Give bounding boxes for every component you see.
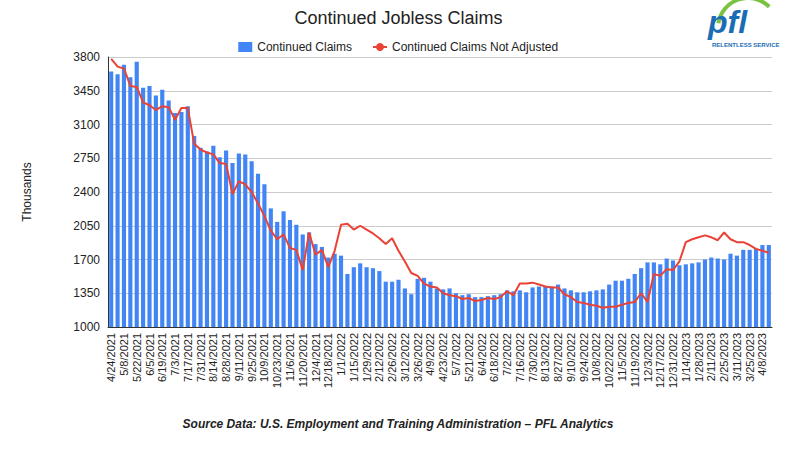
svg-text:1/15/2022: 1/15/2022 bbox=[348, 333, 360, 382]
svg-text:2/26/2022: 2/26/2022 bbox=[386, 333, 398, 382]
svg-text:9/25/2021: 9/25/2021 bbox=[246, 333, 258, 382]
svg-text:3100: 3100 bbox=[73, 118, 100, 132]
svg-text:1/29/2022: 1/29/2022 bbox=[361, 333, 373, 382]
svg-text:8/13/2022: 8/13/2022 bbox=[539, 333, 551, 382]
svg-text:1/28/2023: 1/28/2023 bbox=[693, 333, 705, 382]
svg-text:8/28/2021: 8/28/2021 bbox=[220, 333, 232, 382]
svg-text:8/14/2021: 8/14/2021 bbox=[207, 333, 219, 382]
svg-text:9/11/2021: 9/11/2021 bbox=[233, 333, 245, 381]
svg-text:3/11/2023: 3/11/2023 bbox=[731, 333, 743, 381]
svg-text:pfl: pfl bbox=[707, 4, 748, 40]
svg-text:7/31/2021: 7/31/2021 bbox=[195, 333, 207, 382]
svg-text:3/25/2023: 3/25/2023 bbox=[744, 333, 756, 382]
svg-text:4/9/2022: 4/9/2022 bbox=[424, 333, 436, 376]
svg-text:3800: 3800 bbox=[73, 50, 100, 64]
svg-text:5/21/2022: 5/21/2022 bbox=[463, 333, 475, 382]
svg-text:12/17/2022: 12/17/2022 bbox=[654, 333, 666, 388]
svg-text:6/19/2021: 6/19/2021 bbox=[156, 333, 168, 382]
svg-text:9/10/2022: 9/10/2022 bbox=[565, 333, 577, 382]
svg-text:7/17/2021: 7/17/2021 bbox=[182, 333, 194, 382]
svg-text:3/12/2022: 3/12/2022 bbox=[399, 333, 411, 382]
svg-text:10/23/2021: 10/23/2021 bbox=[271, 333, 283, 388]
svg-text:Continued Claims: Continued Claims bbox=[257, 40, 352, 54]
svg-text:4/8/2023: 4/8/2023 bbox=[756, 333, 768, 376]
svg-text:1700: 1700 bbox=[73, 253, 100, 267]
svg-text:Source Data: U.S. Employment a: Source Data: U.S. Employment and Trainin… bbox=[183, 417, 614, 431]
svg-text:1350: 1350 bbox=[73, 286, 100, 300]
svg-text:2/25/2023: 2/25/2023 bbox=[718, 333, 730, 382]
svg-text:4/23/2022: 4/23/2022 bbox=[437, 333, 449, 382]
svg-text:7/30/2022: 7/30/2022 bbox=[527, 333, 539, 382]
svg-text:1000: 1000 bbox=[73, 320, 100, 334]
svg-text:1/1/2022: 1/1/2022 bbox=[335, 333, 347, 376]
svg-text:2750: 2750 bbox=[73, 151, 100, 165]
svg-text:6/18/2022: 6/18/2022 bbox=[488, 333, 500, 382]
svg-text:12/18/2021: 12/18/2021 bbox=[322, 333, 334, 388]
svg-text:12/3/2022: 12/3/2022 bbox=[642, 333, 654, 382]
svg-text:Continued Claims Not Adjusted: Continued Claims Not Adjusted bbox=[392, 40, 558, 54]
svg-text:10/22/2022: 10/22/2022 bbox=[603, 333, 615, 388]
svg-text:6/4/2022: 6/4/2022 bbox=[476, 333, 488, 376]
svg-text:Thousands: Thousands bbox=[20, 162, 34, 221]
svg-text:7/2/2022: 7/2/2022 bbox=[501, 333, 513, 376]
svg-text:2/12/2022: 2/12/2022 bbox=[373, 333, 385, 382]
svg-text:11/5/2022: 11/5/2022 bbox=[616, 333, 628, 381]
svg-text:2/11/2023: 2/11/2023 bbox=[705, 333, 717, 381]
svg-text:11/20/2021: 11/20/2021 bbox=[297, 333, 309, 387]
svg-text:3/26/2022: 3/26/2022 bbox=[412, 333, 424, 382]
svg-text:8/27/2022: 8/27/2022 bbox=[552, 333, 564, 382]
svg-text:4/24/2021: 4/24/2021 bbox=[105, 333, 117, 382]
svg-text:7/3/2021: 7/3/2021 bbox=[169, 333, 181, 376]
svg-text:3450: 3450 bbox=[73, 84, 100, 98]
svg-text:10/8/2022: 10/8/2022 bbox=[590, 333, 602, 382]
svg-text:11/6/2021: 11/6/2021 bbox=[284, 333, 296, 381]
svg-text:10/9/2021: 10/9/2021 bbox=[258, 333, 270, 382]
svg-text:RELENTLESS SERVICE: RELENTLESS SERVICE bbox=[712, 42, 780, 48]
svg-text:Continued Jobless Claims: Continued Jobless Claims bbox=[294, 8, 502, 28]
svg-text:2400: 2400 bbox=[73, 185, 100, 199]
svg-text:6/5/2021: 6/5/2021 bbox=[144, 333, 156, 376]
svg-text:2050: 2050 bbox=[73, 219, 100, 233]
svg-text:5/22/2021: 5/22/2021 bbox=[131, 333, 143, 382]
svg-text:1/14/2023: 1/14/2023 bbox=[680, 333, 692, 382]
svg-text:7/16/2022: 7/16/2022 bbox=[514, 333, 526, 382]
svg-text:5/8/2021: 5/8/2021 bbox=[118, 333, 130, 376]
svg-text:9/24/2022: 9/24/2022 bbox=[578, 333, 590, 382]
svg-text:5/7/2022: 5/7/2022 bbox=[450, 333, 462, 376]
svg-text:11/19/2022: 11/19/2022 bbox=[629, 333, 641, 387]
svg-text:12/4/2021: 12/4/2021 bbox=[310, 333, 322, 382]
svg-text:12/31/2022: 12/31/2022 bbox=[667, 333, 679, 388]
